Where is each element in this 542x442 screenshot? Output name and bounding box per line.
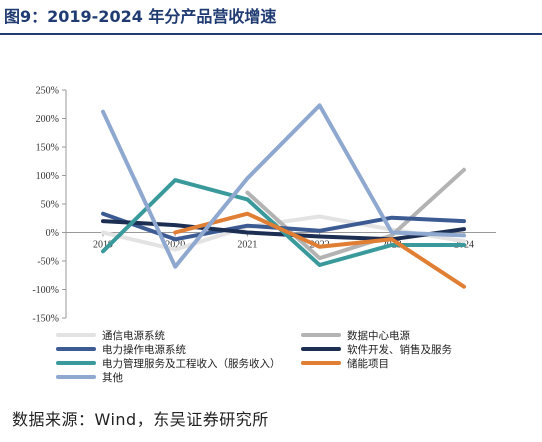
- x-tick-label: 2020: [165, 240, 185, 251]
- legend-label: 数据中心电源: [347, 329, 410, 342]
- legend-label: 储能项目: [347, 357, 389, 370]
- x-tick-label: 2019: [93, 240, 113, 251]
- y-tick-label: 50%: [41, 200, 59, 211]
- line-chart: -150% -100% -50% 0% 50% 100% 150% 200% 250% 2019 2…: [32, 86, 496, 384]
- figure-title: 图9：2019-2024 年分产品营收增速: [4, 7, 277, 26]
- legend-label: 其他: [102, 371, 123, 384]
- series-line: [173, 211, 466, 289]
- y-tick-label: -150%: [32, 314, 59, 325]
- y-tick-label: 200%: [36, 114, 59, 125]
- chart-frame: -150% -100% -50% 0% 50% 100% 150% 200% 250% 2019 2…: [8, 50, 534, 396]
- title-underline: [0, 33, 542, 35]
- legend-label: 软件开发、销售及服务: [347, 343, 452, 356]
- figure-title-bar: 图9：2019-2024 年分产品营收增速: [0, 0, 542, 34]
- y-tick-label: 0%: [46, 228, 59, 239]
- legend-label: 电力操作电源系统: [102, 343, 186, 356]
- y-tick-label: -100%: [32, 285, 59, 296]
- legend-label: 电力管理服务及工程收入（服务收入）: [102, 357, 281, 370]
- legend-label: 通信电源系统: [102, 329, 165, 342]
- y-tick-label: 100%: [36, 171, 59, 182]
- y-tick-label: 250%: [36, 86, 59, 97]
- series-line: [101, 103, 466, 269]
- data-source-note: 数据来源：Wind，东吴证券研究所: [12, 410, 269, 429]
- y-tick-label: -50%: [37, 257, 59, 268]
- y-tick-label: 150%: [36, 143, 59, 154]
- series-line: [245, 167, 466, 261]
- x-tick-label: 2021: [237, 240, 257, 251]
